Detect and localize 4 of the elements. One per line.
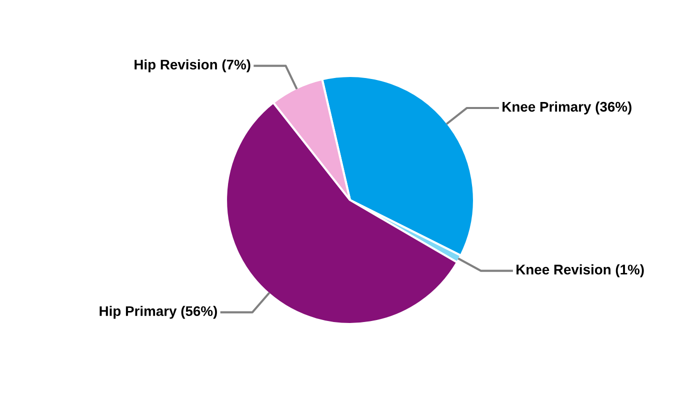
slice-label: Hip Revision (7%) — [134, 59, 250, 72]
slice-label: Knee Revision (1%) — [516, 264, 644, 278]
slice-label: Hip Primary (56%) — [100, 306, 217, 319]
slice-label: Knee Primary (36%) — [502, 102, 632, 114]
